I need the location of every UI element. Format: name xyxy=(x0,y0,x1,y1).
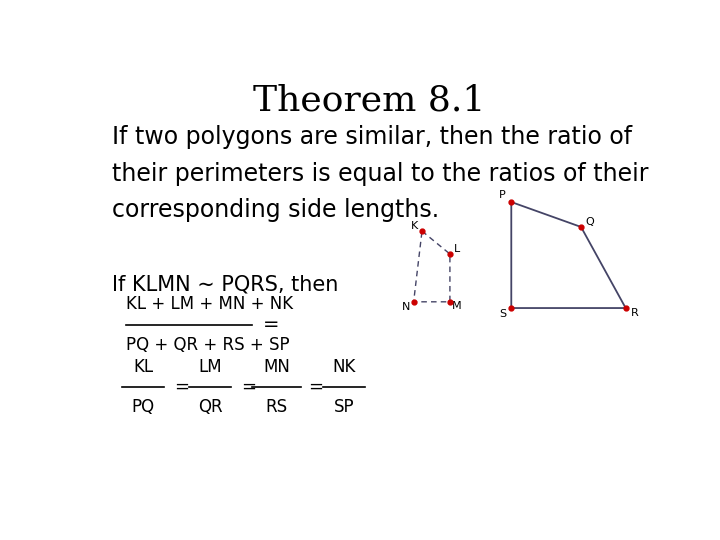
Text: KL + LM + MN + NK: KL + LM + MN + NK xyxy=(126,295,293,313)
Text: P: P xyxy=(499,191,505,200)
Text: =: = xyxy=(308,378,323,396)
Text: KL: KL xyxy=(133,358,153,376)
Text: R: R xyxy=(631,308,639,318)
Text: =: = xyxy=(263,315,279,334)
Text: QR: QR xyxy=(198,398,222,416)
Text: PQ + QR + RS + SP: PQ + QR + RS + SP xyxy=(126,336,290,354)
Text: If two polygons are similar, then the ratio of: If two polygons are similar, then the ra… xyxy=(112,125,632,149)
Text: =: = xyxy=(241,378,256,396)
Text: PQ: PQ xyxy=(132,398,155,416)
Text: M: M xyxy=(452,301,462,311)
Text: LM: LM xyxy=(198,358,222,376)
Text: If KLMN ∼ PQRS, then: If KLMN ∼ PQRS, then xyxy=(112,275,338,295)
Text: Theorem 8.1: Theorem 8.1 xyxy=(253,84,485,118)
Text: =: = xyxy=(174,378,189,396)
Text: MN: MN xyxy=(264,358,290,376)
Text: RS: RS xyxy=(266,398,288,416)
Text: corresponding side lengths.: corresponding side lengths. xyxy=(112,198,439,222)
Text: N: N xyxy=(402,302,410,312)
Text: S: S xyxy=(499,309,506,319)
Text: L: L xyxy=(454,244,460,254)
Text: their perimeters is equal to the ratios of their: their perimeters is equal to the ratios … xyxy=(112,161,649,186)
Text: SP: SP xyxy=(333,398,354,416)
Text: Q: Q xyxy=(585,217,594,227)
Text: K: K xyxy=(411,221,418,231)
Text: NK: NK xyxy=(332,358,356,376)
